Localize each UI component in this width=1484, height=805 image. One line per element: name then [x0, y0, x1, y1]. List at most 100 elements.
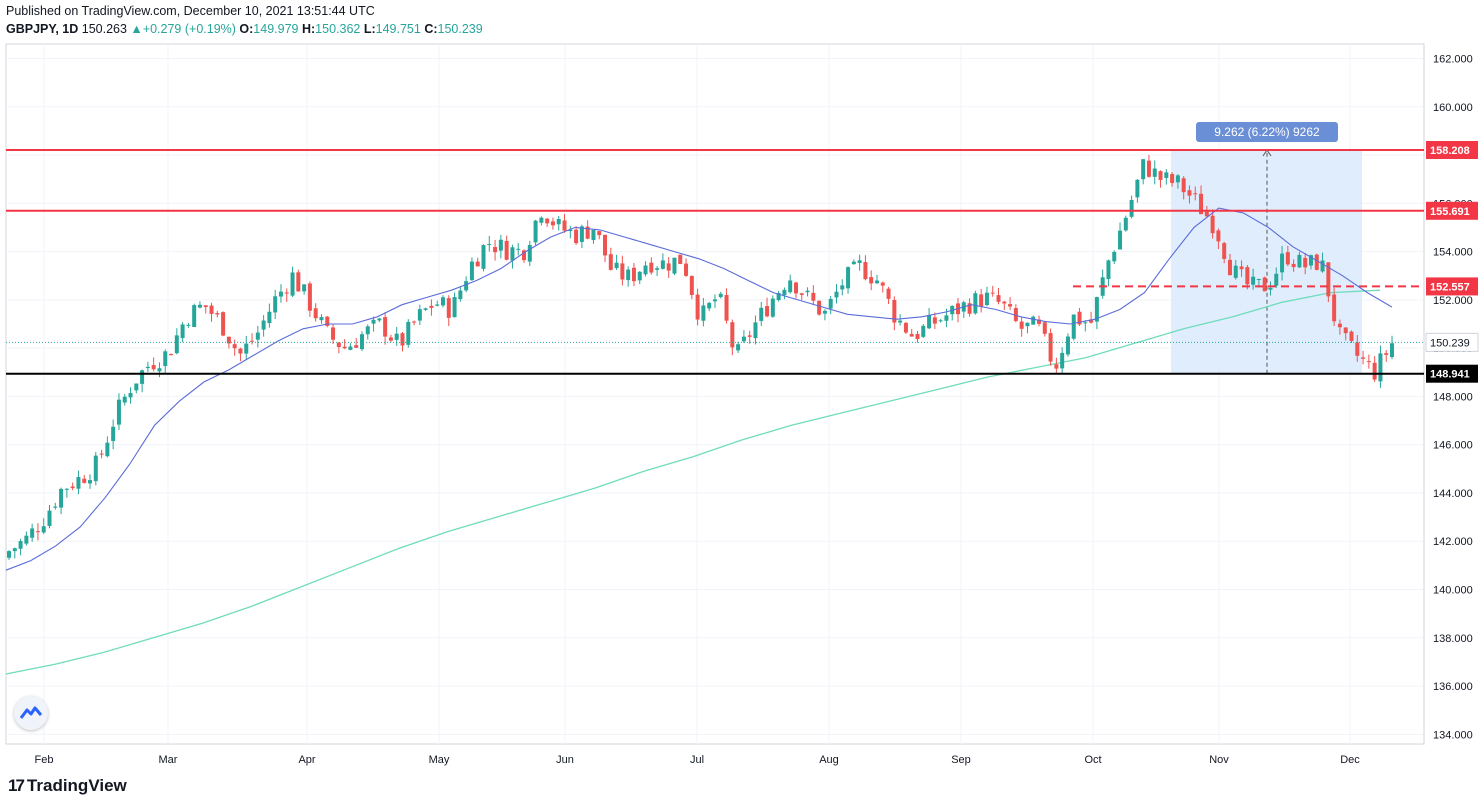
- candle-body: [41, 526, 46, 533]
- candle-body: [1222, 243, 1227, 259]
- candle-body: [545, 218, 550, 224]
- candle-body: [406, 321, 411, 345]
- candle-body: [1181, 178, 1186, 193]
- candle-body: [186, 324, 191, 326]
- candle-body: [1384, 353, 1389, 355]
- candle-body: [145, 366, 150, 369]
- candle-body: [967, 303, 972, 314]
- candle-body: [388, 337, 393, 341]
- candle-body: [903, 322, 908, 333]
- candle-body: [1332, 294, 1337, 322]
- candle-body: [498, 239, 503, 251]
- candle-body: [927, 315, 932, 329]
- candle-body: [111, 426, 116, 442]
- change-value: +0.279 (+0.19%): [142, 22, 236, 36]
- candle-body: [128, 393, 133, 398]
- y-tick-label: 142.000: [1433, 536, 1473, 548]
- candle-body: [579, 226, 584, 242]
- x-tick-label: Oct: [1084, 754, 1101, 766]
- candle-body: [1199, 193, 1204, 215]
- candle-body: [59, 488, 64, 508]
- candle-body: [1019, 321, 1024, 329]
- candle-body: [591, 229, 596, 241]
- level-price-tag: [1426, 364, 1478, 383]
- candle-body: [250, 340, 255, 342]
- slow-moving-average: [5, 289, 1381, 675]
- candle-body: [412, 321, 417, 323]
- candle-body: [82, 478, 87, 483]
- candle-body: [649, 262, 654, 273]
- open-value: 149.979: [253, 22, 299, 36]
- candle-body: [793, 282, 798, 294]
- x-tick-label: Sep: [951, 754, 971, 766]
- candle-body: [1204, 211, 1209, 217]
- candle-body: [1291, 263, 1296, 268]
- x-tick-label: Nov: [1209, 754, 1229, 766]
- candle-body: [377, 318, 382, 321]
- candle-body: [707, 302, 712, 309]
- candle-body: [273, 296, 278, 313]
- candle-body: [475, 261, 480, 267]
- candle-body: [1326, 262, 1331, 297]
- candle-body: [944, 315, 949, 321]
- y-tick-label: 154.000: [1433, 247, 1473, 259]
- candle-body: [736, 344, 741, 351]
- y-tick-label: 134.000: [1433, 729, 1473, 741]
- candle-body: [631, 267, 636, 282]
- candle-body: [817, 300, 822, 315]
- candle-body: [701, 305, 706, 321]
- high-label: H:: [301, 22, 316, 36]
- candle-body: [776, 293, 781, 301]
- candle-body: [400, 333, 405, 346]
- fast-moving-average: [5, 207, 1393, 571]
- candle-body: [1158, 171, 1163, 180]
- candle-body: [169, 354, 174, 356]
- brand-name: TradingView: [26, 776, 127, 795]
- candle-body: [215, 313, 220, 315]
- candle-body: [24, 535, 29, 544]
- candle-body: [568, 229, 573, 232]
- candle-body: [261, 320, 266, 330]
- candle-body: [1320, 260, 1325, 272]
- plot-area: [5, 43, 1425, 745]
- last-price-tag-text: 150.239: [1430, 337, 1470, 349]
- candle-body: [504, 240, 509, 260]
- candle-body: [574, 229, 579, 244]
- candle-body: [348, 346, 353, 350]
- candle-body: [851, 261, 856, 265]
- tradingview-logo[interactable]: 17 TradingView: [8, 776, 127, 796]
- tradingview-badge-icon[interactable]: [14, 696, 48, 730]
- candle-body: [1280, 253, 1285, 273]
- candle-body: [539, 217, 544, 223]
- candle-body: [1308, 255, 1313, 266]
- candle-body: [603, 234, 608, 256]
- level-price-tag: [1426, 201, 1478, 220]
- x-tick-label: Dec: [1340, 754, 1360, 766]
- candle-body: [1083, 322, 1088, 324]
- candle-body: [1175, 175, 1180, 183]
- candle-body: [302, 284, 307, 292]
- low-label: L:: [363, 22, 376, 36]
- candle-body: [157, 368, 162, 372]
- candle-body: [1239, 266, 1244, 270]
- candle-body: [255, 332, 260, 340]
- candle-body: [487, 244, 492, 246]
- symbol-label[interactable]: GBPJPY, 1D: [6, 22, 79, 36]
- candle-body: [811, 292, 816, 301]
- y-tick-label: 162.000: [1433, 53, 1473, 65]
- candle-body: [626, 269, 631, 281]
- candle-body: [469, 261, 474, 281]
- candle-body: [383, 317, 388, 337]
- level-price-text: 152.557: [1430, 281, 1470, 293]
- candle-body: [753, 322, 758, 339]
- candle-body: [672, 257, 677, 274]
- candle-body: [1112, 251, 1117, 262]
- candle-body: [140, 370, 145, 384]
- candle-body: [359, 334, 364, 350]
- candle-body: [1065, 336, 1070, 355]
- candle-body: [759, 307, 764, 321]
- level-price-tag: [1426, 277, 1478, 296]
- candle-body: [1135, 179, 1140, 198]
- level-price-text: 155.691: [1430, 206, 1470, 218]
